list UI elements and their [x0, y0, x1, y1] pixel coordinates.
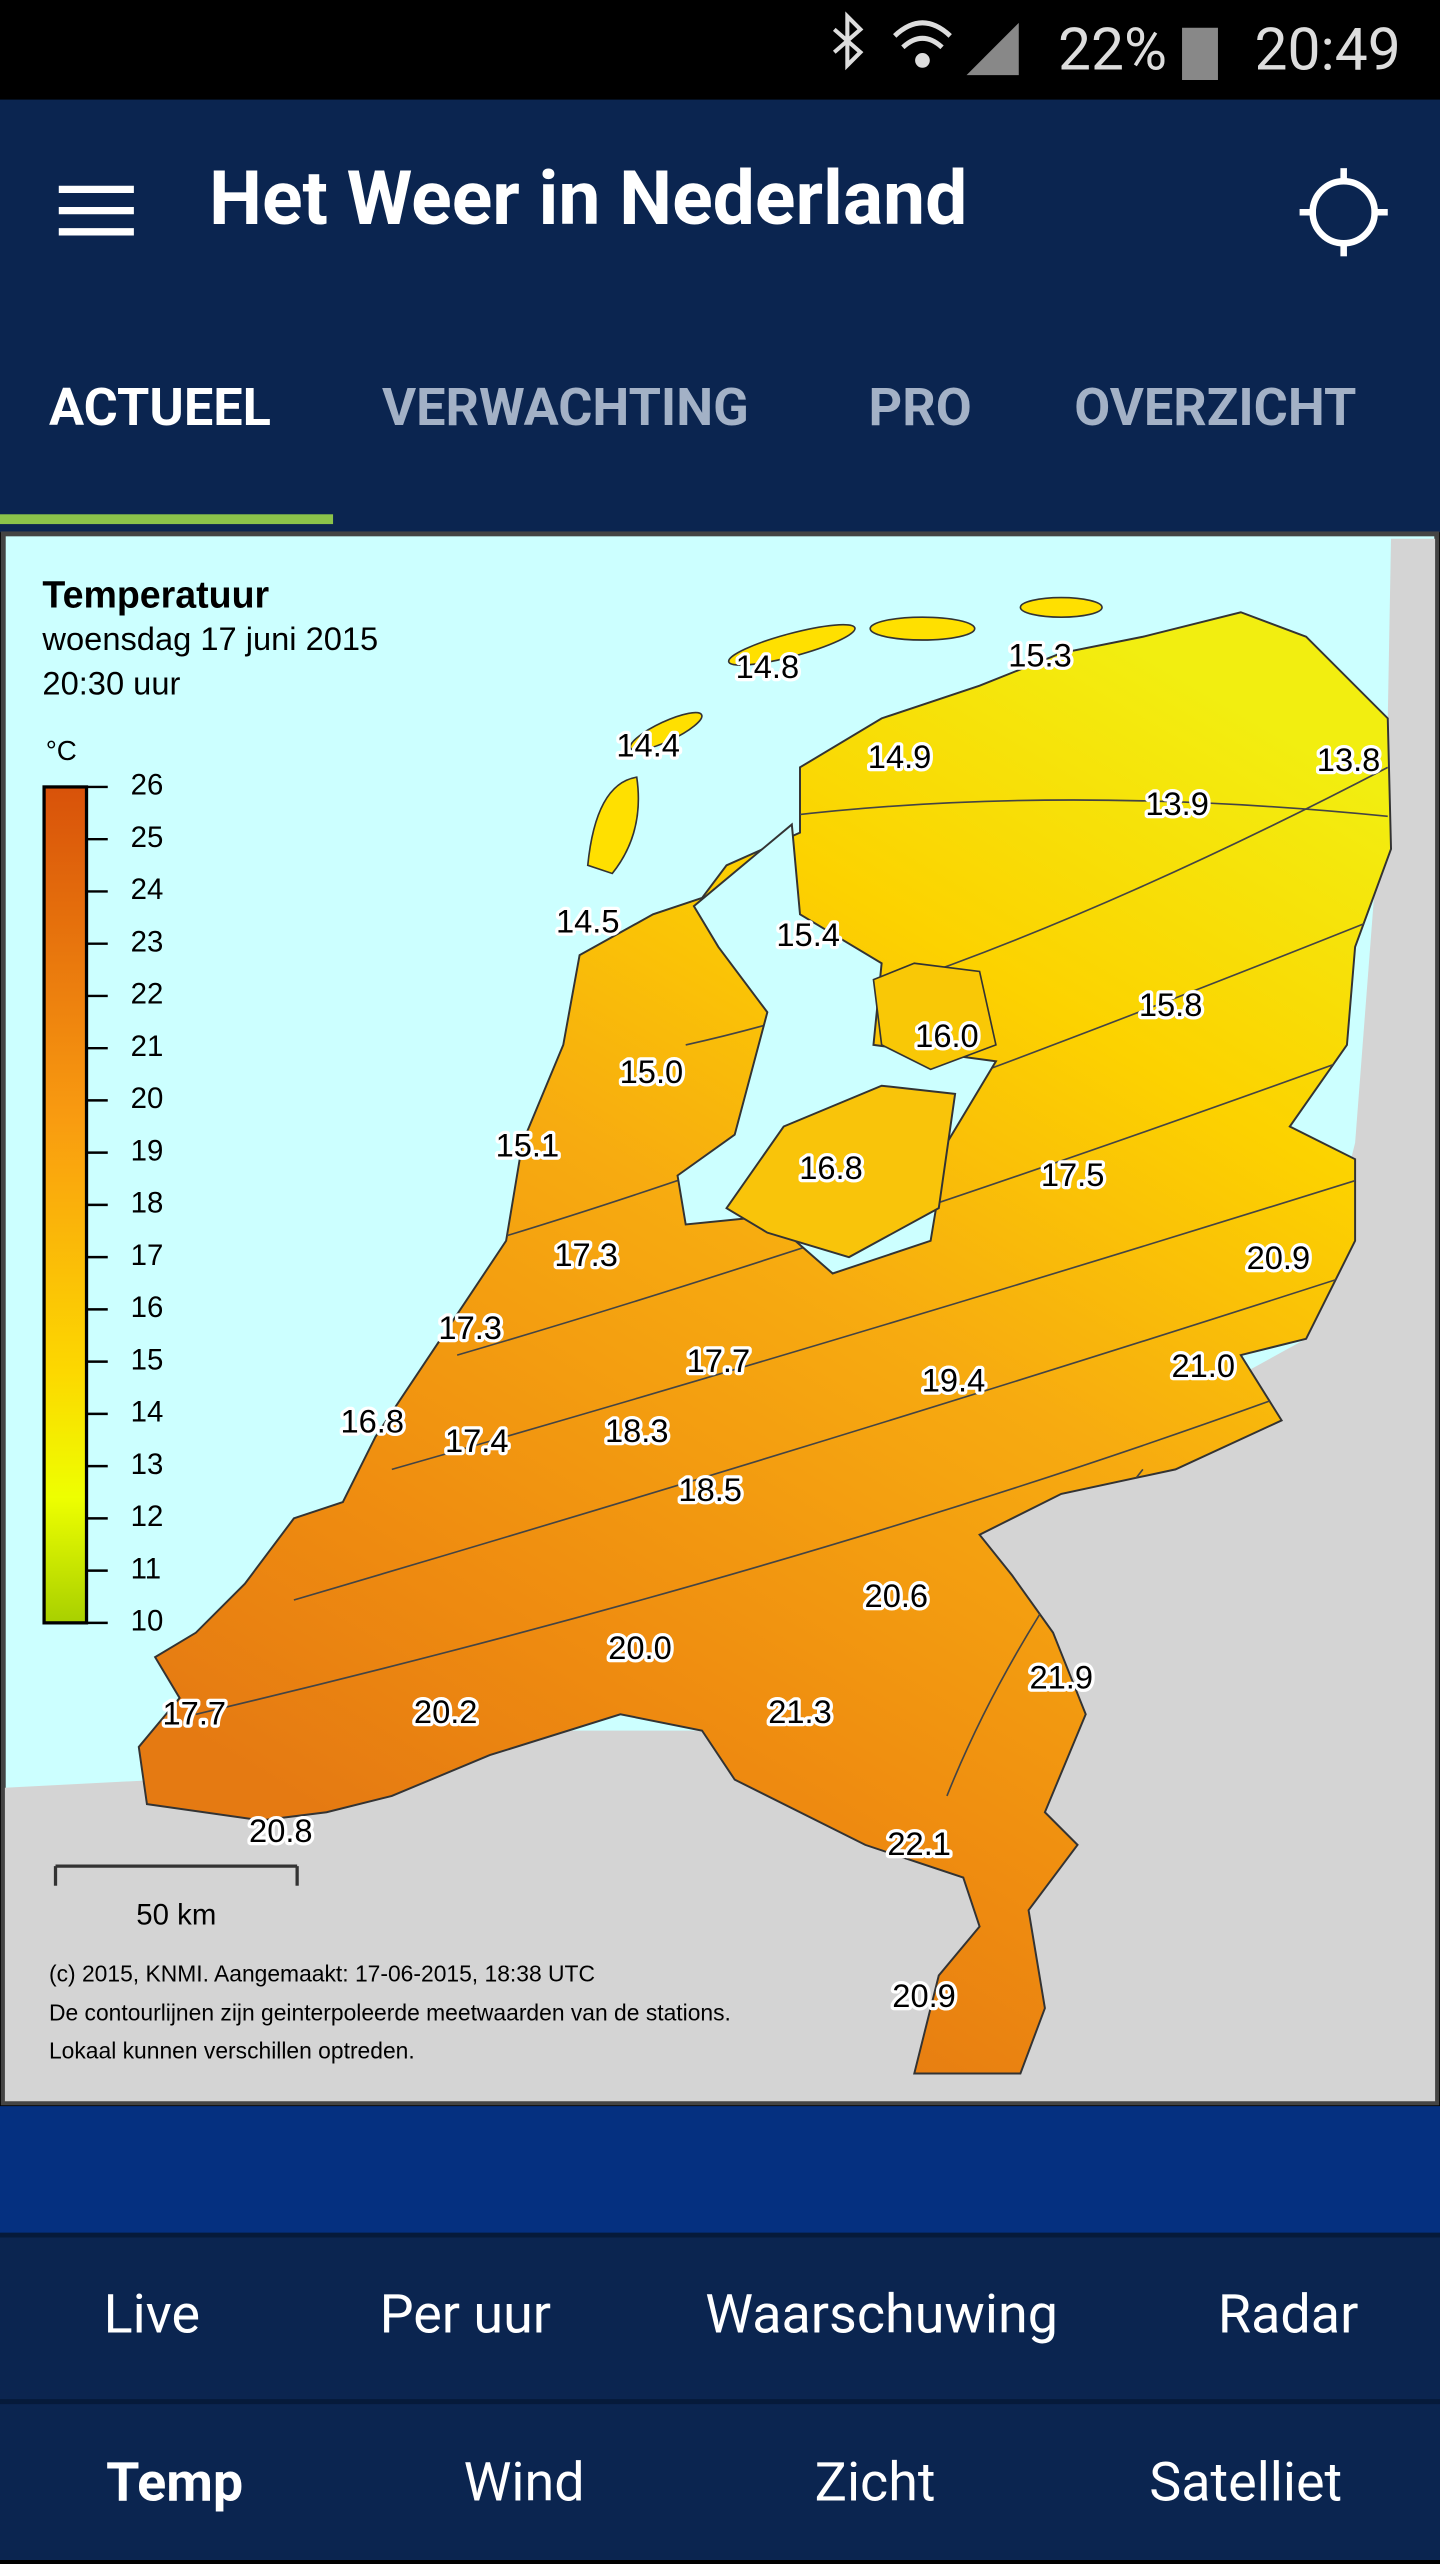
bluetooth-icon	[832, 11, 864, 71]
flevoland	[725, 1084, 957, 1259]
station-temp: 16.8	[340, 1402, 404, 1439]
nav-item[interactable]: Temp	[106, 2452, 243, 2515]
station-temp: 17.7	[687, 1342, 751, 1379]
battery-icon	[1182, 27, 1218, 80]
nav-item[interactable]: Live	[104, 2284, 200, 2347]
legend-label: 11	[131, 1552, 162, 1585]
status-bar	[0, 0, 1440, 100]
tab[interactable]: VERWACHTING	[382, 377, 749, 438]
nav-item[interactable]: Waarschuwing	[705, 2284, 1058, 2347]
legend-label: 16	[131, 1291, 164, 1324]
noordoostpolder	[872, 962, 997, 1071]
station-temp: 20.9	[892, 1977, 956, 2014]
app-bar	[0, 99, 1440, 533]
scale-bar	[53, 1864, 299, 1886]
credit-line: (c) 2015, KNMI. Aangemaakt: 17-06-2015, …	[49, 1961, 595, 1987]
legend-label: 24	[131, 873, 164, 906]
map-date: woensdag 17 juni 2015	[41, 620, 378, 657]
signal-icon	[966, 22, 1019, 76]
station-temp: 16.8	[799, 1149, 863, 1186]
station-temp: 21.9	[1029, 1659, 1093, 1696]
legend-label: 12	[131, 1500, 164, 1533]
credit-line: Lokaal kunnen verschillen optreden.	[49, 2037, 415, 2063]
station-temp: 18.5	[678, 1471, 742, 1508]
station-temp: 18.3	[605, 1412, 669, 1449]
station-temp: 17.3	[438, 1309, 502, 1346]
tab-indicator	[0, 514, 334, 525]
nav-item[interactable]: Radar	[1218, 2284, 1358, 2347]
legend-label: 13	[131, 1448, 164, 1481]
ad-band	[0, 2106, 1440, 2234]
station-temp: 17.4	[445, 1422, 509, 1459]
station-temp: 14.4	[616, 726, 680, 763]
station-temp: 21.0	[1171, 1347, 1235, 1384]
station-temp: 15.1	[496, 1126, 560, 1163]
station-temp: 20.9	[1247, 1239, 1311, 1276]
nav-item[interactable]: Wind	[464, 2452, 585, 2515]
station-temp: 16.0	[915, 1017, 979, 1054]
station-temp: 13.9	[1145, 785, 1209, 822]
legend-label: 19	[131, 1134, 164, 1167]
station-temp: 20.0	[608, 1629, 672, 1666]
legend-label: 14	[131, 1396, 164, 1429]
legend-label: 17	[131, 1239, 164, 1272]
islands	[586, 596, 1103, 875]
station-temp: 20.8	[249, 1812, 313, 1849]
locate-button[interactable]	[1299, 168, 1388, 257]
legend-unit: °C	[46, 735, 77, 766]
station-temp: 15.0	[620, 1053, 684, 1090]
station-temp: 13.8	[1317, 741, 1381, 778]
station-temp: 17.5	[1041, 1156, 1105, 1193]
legend-label: 15	[131, 1343, 164, 1376]
station-temp: 21.3	[768, 1693, 832, 1730]
station-temp: 14.9	[868, 738, 932, 775]
station-temp: 15.3	[1008, 637, 1072, 674]
netherlands	[137, 611, 1393, 2075]
station-temp: 15.8	[1139, 986, 1203, 1023]
nav-item[interactable]: Satelliet	[1149, 2452, 1342, 2515]
menu-button[interactable]	[58, 185, 134, 236]
station-temp: 20.6	[865, 1577, 929, 1614]
legend-label: 20	[131, 1082, 164, 1115]
wifi-icon	[893, 20, 952, 68]
legend-label: 18	[131, 1187, 164, 1220]
station-temp: 14.5	[556, 903, 620, 940]
app-title: Het Weer in Nederland	[209, 155, 967, 243]
station-temp: 20.2	[414, 1693, 478, 1730]
legend-label: 25	[131, 821, 164, 854]
station-temp: 22.1	[887, 1825, 951, 1862]
legend-label: 23	[131, 925, 164, 958]
station-temp: 17.7	[163, 1695, 227, 1732]
tab[interactable]: ACTUEEL	[49, 377, 271, 438]
station-temp: 14.8	[736, 648, 800, 685]
tab[interactable]: OVERZICHT	[1074, 377, 1356, 438]
credit-line: De contourlijnen zijn geinterpoleerde me…	[49, 2000, 731, 2026]
legend-label: 21	[131, 1030, 164, 1063]
battery-percent: 22%	[1058, 15, 1167, 84]
legend-label: 26	[131, 769, 164, 802]
map-title: Temperatuur	[42, 573, 269, 615]
legend-bar	[42, 785, 89, 1625]
legend-label: 22	[131, 978, 164, 1011]
station-temp: 15.4	[776, 916, 840, 953]
clock: 20:49	[1254, 15, 1400, 84]
nav-item[interactable]: Zicht	[815, 2452, 936, 2515]
map-time: 20:30 uur	[42, 664, 180, 701]
station-temp: 17.3	[554, 1236, 618, 1273]
bottom-nav	[0, 2233, 1440, 2560]
tab[interactable]: PRO	[869, 377, 972, 438]
scale-label: 50 km	[136, 1899, 216, 1932]
legend-label: 10	[131, 1605, 164, 1638]
station-temp: 19.4	[922, 1361, 986, 1398]
nav-item[interactable]: Per uur	[380, 2284, 551, 2347]
